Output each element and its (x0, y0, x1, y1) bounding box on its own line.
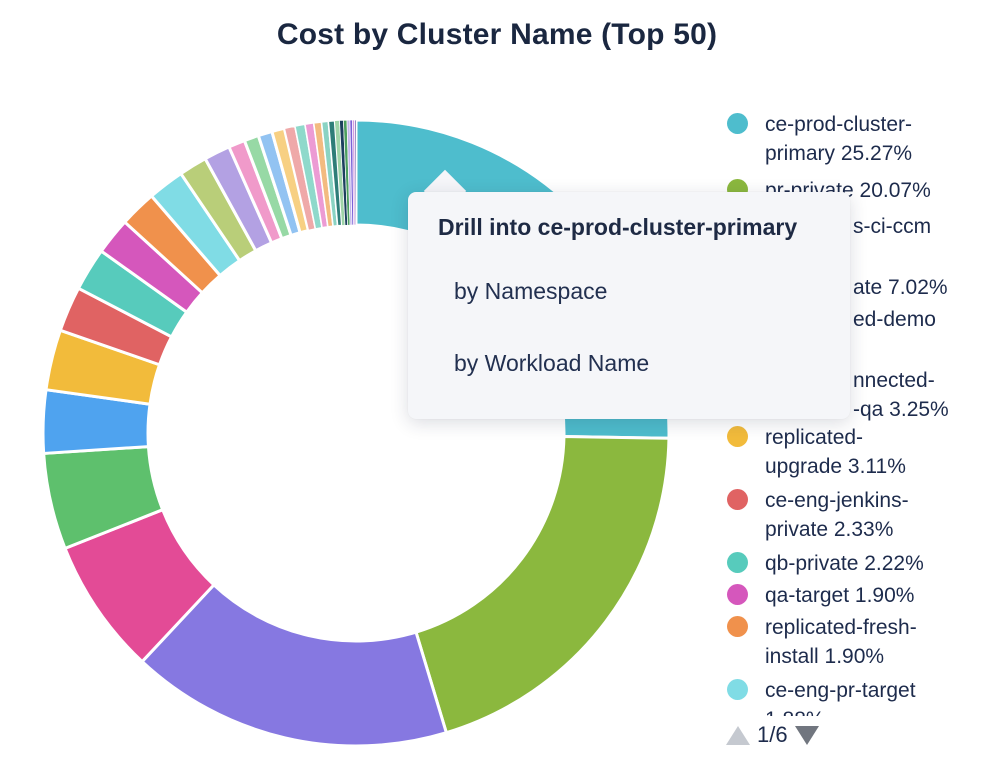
legend-item-fragment[interactable]: ed-demo (853, 308, 936, 331)
legend-dot-icon (727, 426, 748, 447)
legend-item-label: replicated- (765, 426, 864, 449)
legend-item[interactable]: replicated-fresh-install 1.90% (727, 613, 917, 671)
drilldown-tooltip: Drill into ce-prod-cluster-primary by Na… (408, 192, 850, 419)
legend-dot-icon (727, 584, 748, 605)
legend-dot-icon (727, 552, 748, 573)
legend-dot-icon (727, 113, 748, 134)
legend-item-label: ce-eng-jenkins- (765, 489, 909, 512)
legend-page-indicator: 1/6 (757, 722, 788, 747)
drill-by-workload-option[interactable]: by Workload Name (454, 350, 650, 376)
legend-item[interactable]: qb-private 2.22% (727, 549, 924, 578)
legend-item[interactable]: ce-eng-pr-target 1.88% (727, 676, 916, 716)
legend-item-label: upgrade 3.11% (765, 455, 906, 478)
legend-item[interactable]: ce-prod-cluster-primary 25.27% (727, 110, 912, 168)
legend-item-label: qb-private 2.22% (765, 552, 924, 575)
legend-dot-icon (727, 679, 748, 700)
drill-by-namespace-option[interactable]: by Namespace (454, 278, 608, 304)
legend-item-label: primary 25.27% (765, 142, 913, 165)
legend-prev-page-icon[interactable] (726, 725, 750, 745)
legend-pagination: 1/6 (726, 722, 819, 748)
legend-next-page-icon[interactable] (794, 725, 819, 745)
legend-item-label: private 2.33% (765, 518, 894, 541)
legend-item-fragment[interactable]: -qa 3.25% (853, 398, 949, 421)
legend-item-fragment[interactable]: s-ci-ccm (853, 215, 932, 238)
legend-item[interactable]: qa-target 1.90% (727, 581, 914, 610)
legend-item-label: 1.88% (765, 705, 916, 716)
donut-slice[interactable] (414, 435, 671, 735)
legend-dot-icon (727, 616, 748, 637)
legend-item[interactable]: replicated-upgrade 3.11% (727, 423, 906, 481)
legend-item[interactable]: ce-eng-jenkins-private 2.33% (727, 486, 909, 544)
legend-dot-icon (727, 489, 748, 510)
legend-item-label: install 1.90% (765, 645, 885, 668)
donut-slice[interactable] (354, 119, 357, 226)
legend-item-fragment[interactable]: nnected- (853, 369, 935, 392)
chart-title: Cost by Cluster Name (Top 50) (276, 18, 718, 51)
tooltip-title: Drill into ce-prod-cluster-primary (438, 214, 798, 240)
legend-item-fragment[interactable]: ate 7.02% (853, 276, 948, 299)
legend-item-label: replicated-fresh- (765, 616, 917, 639)
legend-item-label: qa-target 1.90% (765, 584, 915, 607)
legend-item-label: ce-eng-pr-target (765, 679, 916, 702)
legend-item-label: ce-prod-cluster- (765, 113, 913, 136)
